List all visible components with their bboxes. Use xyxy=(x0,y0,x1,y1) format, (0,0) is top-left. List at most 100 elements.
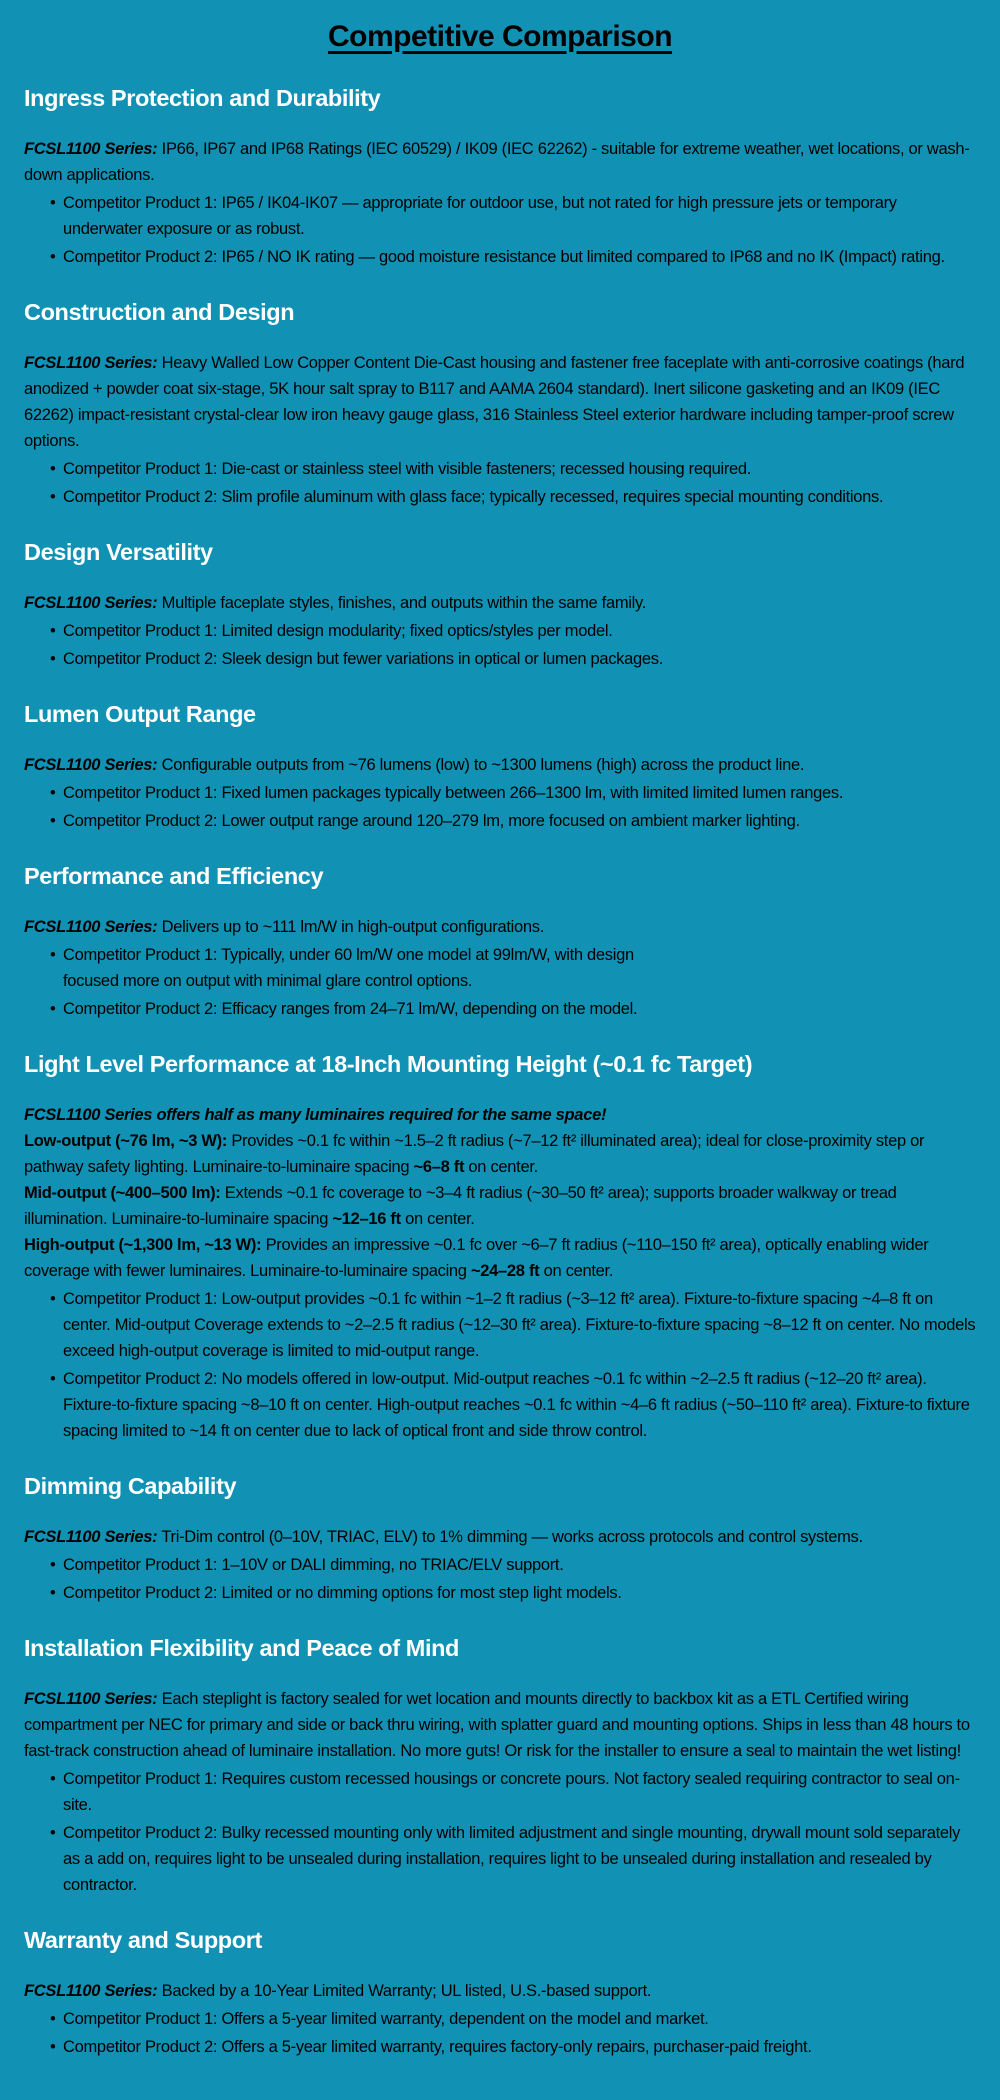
text-segment: IP66, IP67 and IP68 Ratings (IEC 60529) … xyxy=(24,140,970,184)
text-segment: Competitor Product 1: IP65 / IK04-IK07 —… xyxy=(63,194,897,238)
text-segment: Heavy Walled Low Copper Content Die-Cast… xyxy=(24,354,965,450)
text-segment: FCSL1100 Series: xyxy=(24,140,158,158)
paragraph: FCSL1100 Series: Configurable outputs fr… xyxy=(24,752,976,778)
text-segment: FCSL1100 Series: xyxy=(24,1528,158,1546)
bullet-item: Competitor Product 1: Limited design mod… xyxy=(50,618,976,644)
bullet-item: Competitor Product 1: IP65 / IK04-IK07 —… xyxy=(50,190,976,242)
bullet-item: Competitor Product 1: Typically, under 6… xyxy=(50,942,976,994)
paragraph: FCSL1100 Series offers half as many lumi… xyxy=(24,1102,976,1128)
section-ingress-protection-and-durability: Ingress Protection and Durability FCSL110… xyxy=(24,84,976,270)
text-segment: Competitor Product 2: Lower output range… xyxy=(63,812,800,830)
text-segment: Provides an impressive ~0.1 fc over ~6–7… xyxy=(24,1236,929,1280)
text-segment: Competitor Product 1: Requires custom re… xyxy=(63,1770,960,1814)
bullet-list: Competitor Product 1: Offers a 5-year li… xyxy=(24,2006,976,2060)
text-segment: ~6–8 ft xyxy=(413,1158,465,1176)
bullet-item: Competitor Product 2: Bulky recessed mou… xyxy=(50,1820,976,1898)
section-heading: Light Level Performance at 18-Inch Mount… xyxy=(24,1051,753,1077)
bullet-item: Competitor Product 2: IP65 / NO IK ratin… xyxy=(50,244,976,270)
bullet-list: Competitor Product 1: Limited design mod… xyxy=(24,618,976,672)
paragraph: High-output (~1,300 lm, ~13 W): Provides… xyxy=(24,1232,976,1284)
text-segment: FCSL1100 Series: xyxy=(24,354,158,372)
text-segment: FCSL1100 Series: xyxy=(24,918,158,936)
paragraph: FCSL1100 Series: Tri-Dim control (0–10V,… xyxy=(24,1524,976,1550)
text-segment: FCSL1100 Series offers half as many lumi… xyxy=(24,1106,607,1124)
bullet-list: Competitor Product 1: Low-output provide… xyxy=(24,1286,976,1444)
section-installation-flexibility: Installation Flexibility and Peace of Mi… xyxy=(24,1634,976,1898)
text-segment: Competitor Product 1: Low-output provide… xyxy=(63,1290,976,1360)
bullet-list: Competitor Product 1: Die-cast or stainl… xyxy=(24,456,976,510)
bullet-list: Competitor Product 1: IP65 / IK04-IK07 —… xyxy=(24,190,976,270)
bullet-list: Competitor Product 1: Requires custom re… xyxy=(24,1766,976,1898)
paragraph: Low-output (~76 lm, ~3 W): Provides ~0.1… xyxy=(24,1128,976,1180)
text-segment: Each steplight is factory sealed for wet… xyxy=(24,1690,970,1760)
text-segment: on center. xyxy=(539,1262,614,1280)
text-segment: Competitor Product 1: Fixed lumen packag… xyxy=(63,784,844,802)
text-segment: Competitor Product 2: Offers a 5-year li… xyxy=(63,2038,812,2056)
bullet-list: Competitor Product 1: Fixed lumen packag… xyxy=(24,780,976,834)
paragraph: FCSL1100 Series: IP66, IP67 and IP68 Rat… xyxy=(24,136,976,188)
text-segment: Delivers up to ~111 lm/W in high-output … xyxy=(157,918,545,936)
text-segment: Configurable outputs from ~76 lumens (lo… xyxy=(157,756,805,774)
text-segment: Provides ~0.1 fc within ~1.5–2 ft radius… xyxy=(24,1132,925,1176)
section-heading: Construction and Design xyxy=(24,299,295,325)
bullet-item: Competitor Product 2: Efficacy ranges fr… xyxy=(50,996,976,1022)
text-segment: Mid-output (~400–500 lm): xyxy=(24,1184,221,1202)
page-title: Competitive Comparison xyxy=(327,20,673,53)
text-segment: ~12–16 ft xyxy=(332,1210,401,1228)
text-segment: ~24–28 ft xyxy=(470,1262,540,1280)
bullet-item: Competitor Product 1: Low-output provide… xyxy=(50,1286,976,1364)
bullet-item: Competitor Product 1: Fixed lumen packag… xyxy=(50,780,976,806)
section-performance-and-efficiency: Performance and Efficiency FCSL1100 Serie… xyxy=(24,862,976,1022)
paragraph: FCSL1100 Series: Each steplight is facto… xyxy=(24,1686,976,1764)
text-segment: Competitor Product 2: Limited or no dimm… xyxy=(63,1584,622,1602)
bullet-item: Competitor Product 1: Die-cast or stainl… xyxy=(50,456,976,482)
section-light-level-performance: Light Level Performance at 18-Inch Mount… xyxy=(24,1050,976,1444)
section-construction-and-design: Construction and Design FCSL1100 Series: … xyxy=(24,298,976,510)
bullet-list: Competitor Product 1: Typically, under 6… xyxy=(24,942,976,1022)
section-heading: Performance and Efficiency xyxy=(24,863,324,889)
bullet-item: Competitor Product 2: Slim profile alumi… xyxy=(50,484,976,510)
text-segment: Competitor Product 2: Sleek design but f… xyxy=(63,650,663,668)
text-segment: Competitor Product 1: Die-cast or stainl… xyxy=(63,460,752,478)
text-segment: FCSL1100 Series: xyxy=(24,594,158,612)
text-segment: Competitor Product 1: Offers a 5-year li… xyxy=(63,2010,709,2028)
paragraph: FCSL1100 Series: Multiple faceplate styl… xyxy=(24,590,976,616)
text-segment: Backed by a 10-Year Limited Warranty; UL… xyxy=(157,1982,652,2000)
text-segment: Competitor Product 2: Bulky recessed mou… xyxy=(63,1824,961,1894)
text-segment: FCSL1100 Series: xyxy=(24,1690,158,1708)
text-segment: Competitor Product 1: 1–10V or DALI dimm… xyxy=(63,1556,564,1574)
text-segment: Competitor Product 1: Limited design mod… xyxy=(63,622,613,640)
paragraph: FCSL1100 Series: Backed by a 10-Year Lim… xyxy=(24,1978,976,2004)
text-segment: on center. xyxy=(400,1210,475,1228)
section-heading: Ingress Protection and Durability xyxy=(24,85,381,111)
bullet-item: Competitor Product 2: Offers a 5-year li… xyxy=(50,2034,976,2060)
bullet-item: Competitor Product 2: Limited or no dimm… xyxy=(50,1580,976,1606)
section-heading: Design Versatility xyxy=(24,539,213,565)
bullet-item: Competitor Product 1: Requires custom re… xyxy=(50,1766,976,1818)
section-heading: Lumen Output Range xyxy=(24,701,256,727)
paragraph: Mid-output (~400–500 lm): Extends ~0.1 f… xyxy=(24,1180,976,1232)
text-segment: Low-output (~76 lm, ~3 W): xyxy=(24,1132,228,1150)
section-dimming-capability: Dimming Capability FCSL1100 Series: Tri-D… xyxy=(24,1472,976,1606)
text-segment: Competitor Product 2: Efficacy ranges fr… xyxy=(63,1000,638,1018)
sections: Ingress Protection and Durability FCSL110… xyxy=(24,84,976,2060)
bullet-list: Competitor Product 1: 1–10V or DALI dimm… xyxy=(24,1552,976,1606)
section-warranty-and-support: Warranty and Support FCSL1100 Series: Bac… xyxy=(24,1926,976,2060)
text-segment: Competitor Product 2: No models offered … xyxy=(63,1370,970,1440)
section-heading: Installation Flexibility and Peace of Mi… xyxy=(24,1635,460,1661)
bullet-item: Competitor Product 2: No models offered … xyxy=(50,1366,976,1444)
section-design-versatility: Design Versatility FCSL1100 Series: Multi… xyxy=(24,538,976,672)
text-segment: FCSL1100 Series: xyxy=(24,756,158,774)
bullet-item: Competitor Product 2: Sleek design but f… xyxy=(50,646,976,672)
text-segment: FCSL1100 Series: xyxy=(24,1982,158,2000)
text-segment: Competitor Product 1: Typically, under 6… xyxy=(63,946,634,990)
text-segment: Competitor Product 2: Slim profile alumi… xyxy=(63,488,884,506)
paragraph: FCSL1100 Series: Heavy Walled Low Copper… xyxy=(24,350,976,454)
text-segment: Competitor Product 2: IP65 / NO IK ratin… xyxy=(63,248,945,266)
paragraph: FCSL1100 Series: Delivers up to ~111 lm/… xyxy=(24,914,976,940)
section-heading: Warranty and Support xyxy=(24,1927,262,1953)
section-lumen-output-range: Lumen Output Range FCSL1100 Series: Confi… xyxy=(24,700,976,834)
text-segment: Tri-Dim control (0–10V, TRIAC, ELV) to 1… xyxy=(157,1528,863,1546)
